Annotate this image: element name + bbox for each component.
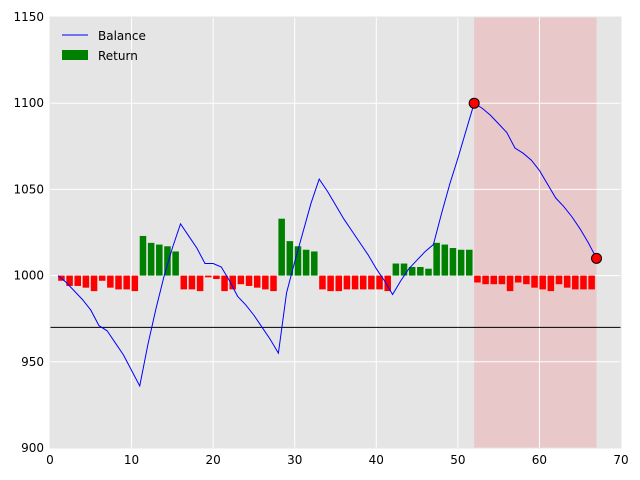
return-bar (262, 275, 269, 290)
legend-label: Balance (98, 29, 146, 43)
return-bar (580, 275, 587, 290)
return-bar (376, 275, 383, 290)
return-bar (514, 275, 522, 283)
return-bar (400, 263, 408, 276)
balance-line (57, 102, 597, 388)
return-bar (253, 275, 261, 288)
return-bar (466, 249, 473, 276)
return-bar (221, 275, 228, 292)
x-tick-label: 20 (206, 453, 221, 467)
return-bar (90, 275, 98, 292)
return-bar (433, 242, 440, 276)
return-bar (302, 249, 310, 276)
return-bar (107, 275, 114, 288)
return-bar (204, 275, 212, 278)
return-bar (74, 275, 81, 286)
return-bar (147, 242, 155, 276)
x-tick-label: 70 (613, 453, 628, 467)
return-bar (384, 275, 391, 292)
x-tick-label: 0 (46, 453, 54, 467)
return-bar (66, 275, 73, 286)
return-bar (531, 275, 538, 288)
return-bar (115, 275, 122, 290)
x-tick-label: 40 (369, 453, 384, 467)
y-tick-label: 1000 (13, 269, 44, 283)
return-bar (237, 275, 245, 285)
return-bar (482, 275, 489, 285)
return-bar (563, 275, 571, 288)
y-tick-label: 950 (21, 355, 44, 369)
x-tick-label: 30 (287, 453, 302, 467)
marker-point (591, 252, 603, 264)
return-bar (286, 241, 294, 276)
plot-frame (49, 16, 622, 449)
return-bar (555, 275, 563, 285)
y-tick-label: 1150 (13, 10, 44, 24)
return-bar (588, 275, 595, 290)
x-tick-label: 60 (532, 453, 547, 467)
return-bar (270, 275, 277, 292)
return-bar (490, 275, 498, 285)
return-bar (172, 251, 179, 276)
return-bar (98, 275, 106, 281)
return-bar (539, 275, 546, 290)
return-bar (82, 275, 90, 288)
return-bar (408, 266, 416, 276)
return-bar (327, 275, 334, 292)
return-bar (368, 275, 375, 290)
return-bar (294, 246, 302, 276)
return-bar (457, 249, 465, 276)
return-bar (506, 275, 514, 292)
return-bar (441, 244, 449, 276)
return-bar (139, 235, 147, 276)
return-bar (213, 275, 220, 280)
return-bar (523, 275, 530, 285)
return-bar (278, 218, 285, 276)
return-bar (449, 248, 457, 276)
return-bar (311, 251, 318, 276)
return-bar (343, 275, 351, 290)
return-bar (572, 275, 579, 290)
return-bar (164, 246, 171, 276)
return-bar (351, 275, 359, 290)
x-tick-label: 10 (124, 453, 139, 467)
return-bar (131, 275, 139, 292)
return-bar (425, 268, 432, 276)
y-tick-label: 900 (21, 441, 44, 455)
return-bar (156, 244, 163, 276)
y-tick-label: 1100 (13, 96, 44, 110)
x-tick-label: 50 (450, 453, 465, 467)
return-bar (392, 263, 400, 276)
return-bar (229, 275, 236, 290)
return-bar (417, 266, 424, 276)
legend-label: Return (98, 49, 138, 63)
y-tick-label: 1050 (13, 182, 44, 196)
return-bar (359, 275, 367, 290)
return-bar (196, 275, 204, 292)
return-bar (188, 275, 196, 290)
return-bar (319, 275, 326, 290)
return-bar (498, 275, 506, 285)
return-bar (335, 275, 343, 292)
return-bar (474, 275, 481, 283)
legend-swatch (62, 50, 88, 60)
return-bar (123, 275, 130, 290)
return-bar (245, 275, 253, 286)
return-bar (547, 275, 555, 292)
shaded-region (474, 17, 597, 448)
return-bar (180, 275, 188, 290)
marker-point (468, 97, 480, 109)
